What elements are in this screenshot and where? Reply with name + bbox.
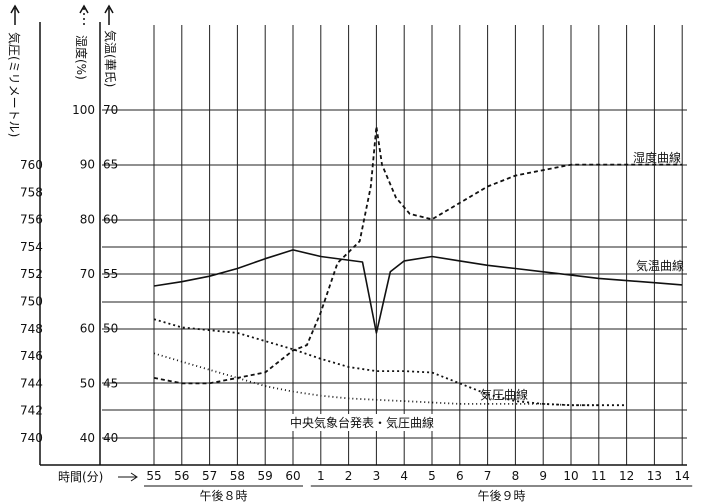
pressure-tick-label: 748 [20, 322, 43, 336]
axis-titles: 気圧(ミリメートル) 湿度(%) 気温(華氏) [7, 30, 118, 137]
series-line-pressure [153, 318, 627, 407]
humidity-tick-label: 40 [80, 431, 95, 445]
temperature-tick-label: 70 [103, 103, 118, 117]
series-line-humidity [153, 125, 683, 385]
temperature-tick-label: 65 [103, 158, 118, 172]
x-tick-label: 58 [230, 469, 245, 483]
humidity-tick-label: 50 [80, 376, 95, 390]
pressure-tick-label: 752 [20, 267, 43, 281]
temperature-axis-title: 気温(華氏) [103, 30, 118, 87]
series-label: 気圧曲線 [480, 387, 528, 402]
x-tick-label: 13 [647, 469, 662, 483]
pressure-tick-label: 754 [20, 240, 43, 254]
humidity-tick-label: 60 [80, 322, 95, 336]
series-line-temperature [153, 249, 683, 334]
x-tick-label: 59 [258, 469, 273, 483]
x-tick-label: 4 [400, 469, 408, 483]
temperature-tick-label: 50 [103, 322, 118, 336]
x-group-label: 午後９時 [477, 489, 525, 503]
axis-lines [39, 22, 101, 465]
x-tick-label: 5 [428, 469, 436, 483]
x-tick-label: 55 [146, 469, 161, 483]
x-axis-title: 時間(分) [58, 470, 103, 484]
pressure-tick-label: 744 [20, 376, 43, 390]
humidity-tick-label: 90 [80, 158, 95, 172]
x-group-labels: 午後８時 午後９時 [144, 485, 693, 503]
series-label-backdrop [288, 414, 458, 431]
x-tick-label: 10 [563, 469, 578, 483]
humidity-axis-title: 湿度(%) [74, 35, 89, 80]
series-label: 湿度曲線 [633, 150, 681, 165]
pressure-axis-title: 気圧(ミリメートル) [7, 32, 22, 137]
x-tick-label: 8 [512, 469, 520, 483]
pressure-tick-label: 760 [20, 158, 43, 172]
pressure-tick-label: 740 [20, 431, 43, 445]
humidity-tick-label: 70 [80, 267, 95, 281]
pressure-tick-label: 756 [20, 213, 43, 227]
pressure-tick-label: 758 [20, 185, 43, 199]
x-tick-label: 7 [484, 469, 492, 483]
x-tick-label: 11 [591, 469, 606, 483]
x-tick-label: 57 [202, 469, 217, 483]
temperature-tick-label: 60 [103, 212, 118, 226]
pressure-tick-label: 742 [20, 404, 43, 418]
grid [40, 25, 687, 466]
series-label: 気温曲線 [636, 258, 684, 273]
x-tick-label: 56 [174, 469, 189, 483]
x-tick-label: 14 [675, 469, 690, 483]
series-line-pressure [153, 352, 599, 407]
axis-arrows [10, 4, 114, 28]
pressure-tick-label: 746 [20, 349, 43, 363]
series-label: 中央気象台発表・気圧曲線 [290, 415, 434, 430]
x-tick-label: 12 [619, 469, 634, 483]
series-lines [153, 125, 683, 407]
x-tick-label: 2 [345, 469, 353, 483]
temperature-tick-label: 55 [103, 267, 118, 281]
x-tick-label: 1 [317, 469, 325, 483]
pressure-tick-label: 750 [20, 295, 43, 309]
temperature-tick-label: 40 [103, 431, 118, 445]
x-axis-arrow [118, 472, 138, 482]
humidity-tick-label: 100 [72, 103, 95, 117]
x-tick-label: 60 [285, 469, 300, 483]
tick-labels: 7607587567547527507487467447427401009080… [20, 103, 690, 483]
temperature-tick-label: 45 [103, 376, 118, 390]
x-tick-label: 9 [539, 469, 547, 483]
x-tick-label: 3 [373, 469, 381, 483]
x-group-label: 午後８時 [199, 489, 247, 503]
x-tick-label: 6 [456, 469, 464, 483]
humidity-tick-label: 80 [80, 212, 95, 226]
